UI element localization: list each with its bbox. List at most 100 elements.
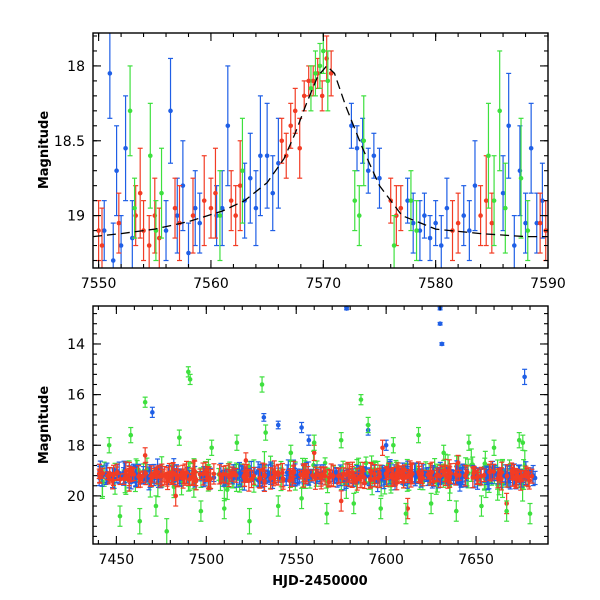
bottom-red-point-marker xyxy=(380,445,385,451)
bottom-band-red-point xyxy=(495,468,501,489)
bottom-band-red-point-marker xyxy=(499,476,504,482)
top-blue-point xyxy=(517,125,523,217)
bottom-band-red-point xyxy=(233,467,239,483)
bottom-band-red-point-marker xyxy=(129,471,134,477)
bottom-band-red-point xyxy=(304,469,310,483)
bottom-band-red-point-marker xyxy=(481,472,487,478)
bottom-red-point xyxy=(173,485,179,507)
bottom-x-tick-label: 7450 xyxy=(99,552,135,568)
bottom-green-point-marker xyxy=(275,503,281,509)
bottom-band-red-point-marker xyxy=(223,472,229,477)
bottom-band-red-point-marker xyxy=(352,477,358,482)
bottom-red-point-marker xyxy=(243,458,249,463)
bottom-green-point xyxy=(221,497,227,520)
bottom-band-red-point-marker xyxy=(320,472,326,477)
bottom-green-point-marker xyxy=(516,437,522,443)
top-red-point-marker xyxy=(398,205,404,211)
top-blue-point xyxy=(466,200,472,262)
top-blue-point-marker xyxy=(365,168,371,174)
bottom-band-red-point xyxy=(435,467,441,483)
bottom-x-tick-label: 7550 xyxy=(278,552,314,568)
top-green-point-marker xyxy=(497,108,502,114)
bottom-band-red-point xyxy=(427,471,433,484)
bottom-band-red-point-marker xyxy=(487,469,492,475)
bottom-band-red-point-marker xyxy=(445,474,451,480)
bottom-green-point-marker xyxy=(311,440,317,446)
top-x-tick-label: 7580 xyxy=(418,276,454,292)
bottom-band-red-point-marker xyxy=(304,473,310,479)
bottom-green-point-marker xyxy=(378,506,384,511)
top-blue-point-marker xyxy=(219,205,225,211)
bottom-plot-frame xyxy=(92,305,549,545)
top-green-point-marker xyxy=(217,213,223,218)
bottom-band-red-point-marker xyxy=(328,472,334,478)
bottom-band-green-point-marker xyxy=(224,487,230,493)
top-blue-point xyxy=(427,215,433,262)
top-blue-point xyxy=(539,162,545,239)
bottom-green-point xyxy=(311,434,317,451)
top-blue-point-marker xyxy=(276,160,281,166)
top-blue-point xyxy=(438,215,444,268)
top-blue-point xyxy=(444,177,450,239)
top-blue-point xyxy=(225,65,231,187)
bottom-blue-point-marker xyxy=(383,442,389,448)
top-blue-point-marker xyxy=(422,213,427,218)
bottom-green-point xyxy=(299,487,305,510)
bottom-band-red-point xyxy=(223,465,229,484)
top-blue-point-marker xyxy=(444,205,450,211)
top-green-point-marker xyxy=(486,153,491,159)
bottom-band-red-point xyxy=(486,463,492,481)
bottom-x-tick-label: 7600 xyxy=(368,552,404,568)
bottom-band-red-point-marker xyxy=(165,478,170,484)
top-red-point xyxy=(152,177,158,254)
bottom-band-red-point-marker xyxy=(187,477,192,482)
bottom-green-point-marker xyxy=(324,511,330,516)
bottom-x-tick-label: 7500 xyxy=(188,552,224,568)
bottom-band-red-point xyxy=(448,463,454,485)
bottom-band-red-point xyxy=(170,462,176,485)
bottom-points xyxy=(96,306,538,544)
bottom-green-point xyxy=(338,431,344,449)
bottom-band-red-point xyxy=(525,467,531,488)
bottom-green-point-marker xyxy=(221,506,227,511)
bottom-band-red-point-marker xyxy=(203,471,209,477)
bottom-band-red-point xyxy=(280,469,286,488)
top-green-point-marker xyxy=(503,205,508,211)
top-green-point xyxy=(408,170,414,232)
bottom-band-red-point-marker xyxy=(123,468,129,474)
top-x-tick-label: 7550 xyxy=(81,276,117,292)
bottom-band-red-point-marker xyxy=(504,473,510,479)
top-red-point-marker xyxy=(96,228,101,233)
bottom-green-point xyxy=(164,518,170,544)
top-blue-point xyxy=(197,192,203,254)
bottom-green-point xyxy=(365,416,371,434)
top-blue-point-marker xyxy=(417,228,423,233)
top-blue-point-marker xyxy=(253,205,259,211)
top-green-point-marker xyxy=(313,71,318,76)
top-blue-point xyxy=(511,215,517,268)
top-blue-point-marker xyxy=(467,228,472,233)
top-blue-point-marker xyxy=(500,190,506,196)
top-green-point-marker xyxy=(361,138,367,144)
top-blue-point xyxy=(371,132,377,179)
bottom-green-point xyxy=(378,497,384,520)
top-green-point-marker xyxy=(317,63,323,69)
top-green-point xyxy=(391,215,397,268)
bottom-band-red-point-marker xyxy=(251,473,257,479)
bottom-green-point xyxy=(259,376,265,393)
bottom-band-green-point-marker xyxy=(482,461,488,466)
bottom-band-red-point xyxy=(203,468,209,480)
bottom-green-point xyxy=(428,492,434,515)
bottom-red-point xyxy=(455,454,461,472)
bottom-green-point-marker xyxy=(391,442,396,448)
bottom-band-red-point xyxy=(320,467,326,482)
top-blue-point xyxy=(376,147,382,209)
bottom-band-red-point-marker xyxy=(526,474,531,480)
bottom-band-red-point-marker xyxy=(159,472,165,478)
top-green-point-marker xyxy=(352,198,358,203)
bottom-green-point-marker xyxy=(351,501,357,506)
bottom-band-red-point-marker xyxy=(368,469,374,474)
top-green-point-marker xyxy=(325,78,331,84)
top-blue-point-marker xyxy=(511,243,517,248)
